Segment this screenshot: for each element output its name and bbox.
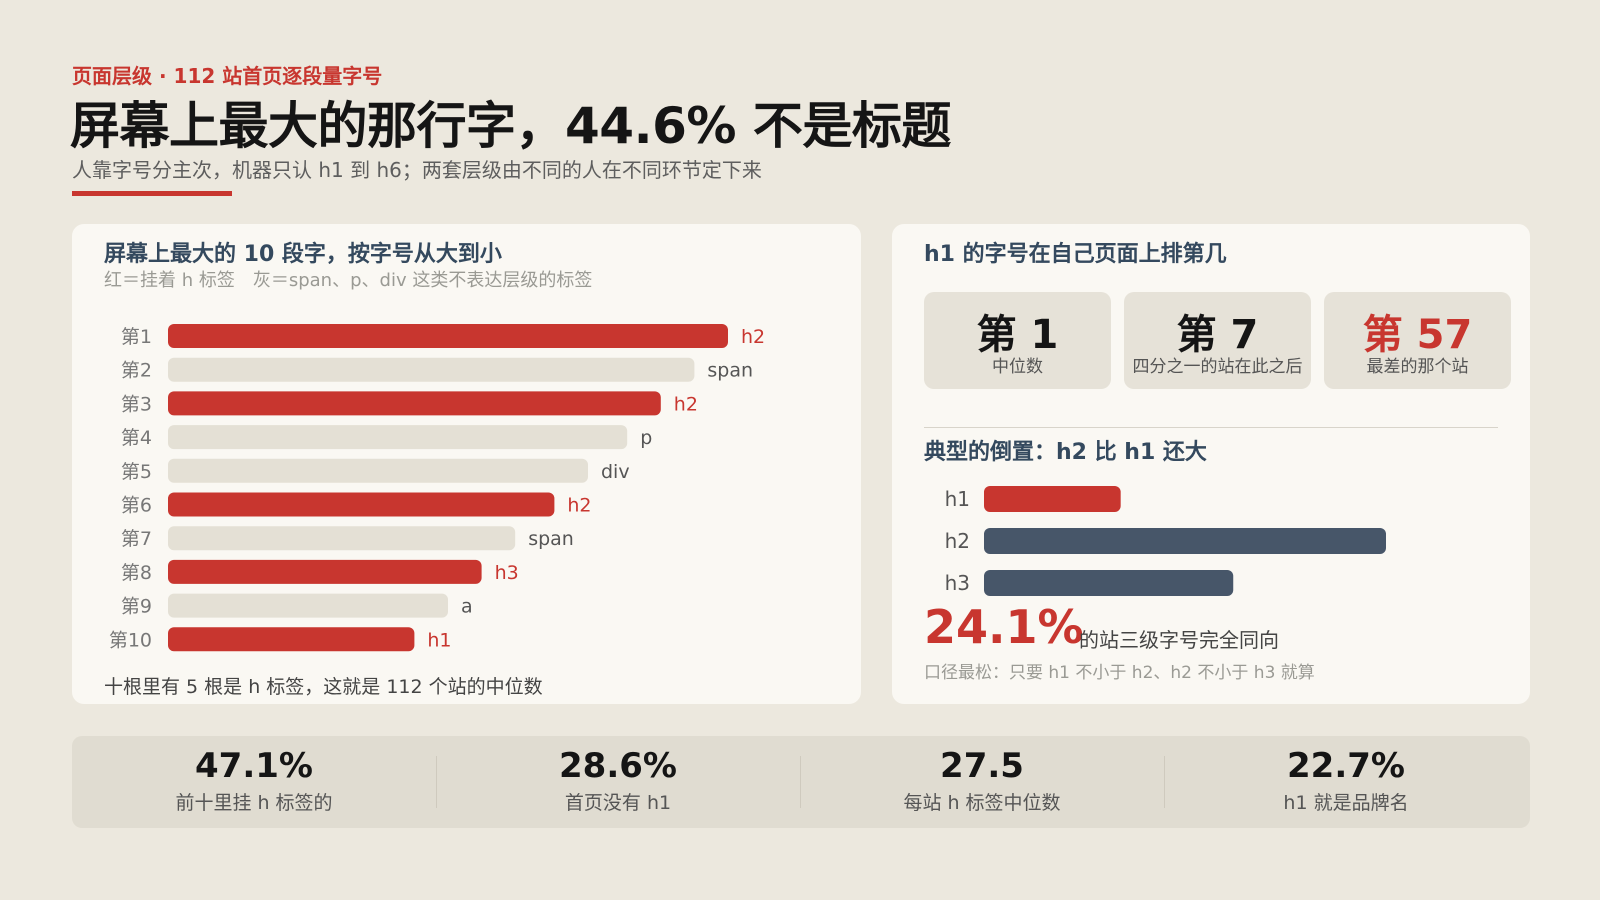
- rank-box-quartile: 第 7 四分之一的站在此之后: [1124, 292, 1311, 389]
- heading-size-bar: [984, 570, 1234, 596]
- heading-bar: [168, 391, 661, 416]
- aligned-sites-label: 的站三级字号完全同向: [1079, 628, 1279, 652]
- h1-rank-title: h1 的字号在自己页面上排第几: [924, 242, 1227, 267]
- heading-level-label: h1: [945, 487, 970, 511]
- rank-box-worst: 第 57 最差的那个站: [1324, 292, 1511, 389]
- rank-box-value: 第 7: [1176, 312, 1259, 358]
- page-subtitle: 人靠字号分主次，机器只认 h1 到 h6；两套层级由不同的人在不同环节定下来: [72, 158, 762, 182]
- non-heading-bar: [168, 593, 448, 618]
- rank-box-label: 四分之一的站在此之后: [1132, 357, 1303, 377]
- stat-value: 22.7%: [1287, 746, 1405, 786]
- non-heading-bar: [168, 425, 628, 450]
- kicker: 页面层级 · 112 站首页逐段量字号: [72, 64, 383, 88]
- non-heading-bar: [168, 526, 516, 551]
- bar-tag-label: h2: [674, 393, 698, 415]
- heading-inversion-chart: h1 h2 h3: [945, 486, 1386, 596]
- stat-item: 47.1% 前十里挂 h 标签的: [72, 736, 436, 828]
- bar-tag-label: h1: [427, 629, 451, 651]
- bar-tag-label: p: [640, 427, 652, 449]
- page-title: 屏幕上最大的那行字，44.6% 不是标题: [70, 97, 951, 155]
- rank-axis-label: 第6: [121, 495, 152, 517]
- bar-tag-label: span: [528, 528, 574, 550]
- heading-bar: [168, 559, 482, 584]
- rank-chart-legend-note: 红＝挂着 h 标签 灰＝span、p、div 这类不表达层级的标签: [104, 270, 593, 291]
- rank-box-label: 最差的那个站: [1366, 357, 1469, 377]
- section-divider: [924, 427, 1498, 428]
- non-heading-bar: [168, 458, 588, 483]
- rank-box-label: 中位数: [992, 357, 1043, 377]
- rank-axis-label: 第1: [121, 326, 152, 348]
- stat-label: h1 就是品牌名: [1283, 792, 1409, 814]
- bar-tag-label: h3: [495, 562, 519, 584]
- stat-separator: [436, 756, 437, 808]
- heading-bar: [168, 324, 728, 348]
- rank-chart-footnote: 十根里有 5 根是 h 标签，这就是 112 个站的中位数: [104, 676, 543, 698]
- rank-axis-label: 第8: [121, 562, 152, 584]
- rank-chart-title: 屏幕上最大的 10 段字，按字号从大到小: [104, 242, 502, 267]
- rank-box-value: 第 57: [1362, 312, 1473, 358]
- bar-tag-label: h2: [567, 495, 591, 517]
- bar-tag-label: h2: [741, 326, 765, 348]
- rank-axis-label: 第2: [121, 360, 152, 382]
- rank-axis-label: 第3: [121, 393, 152, 415]
- stat-value: 28.6%: [559, 746, 677, 786]
- heading-level-label: h3: [945, 571, 970, 595]
- stat-item: 28.6% 首页没有 h1: [436, 736, 800, 828]
- stat-label: 首页没有 h1: [564, 792, 672, 814]
- rank-axis-label: 第10: [109, 629, 152, 651]
- rank-axis-label: 第5: [121, 461, 152, 483]
- heading-level-label: h2: [945, 529, 970, 553]
- aligned-sites-footnote: 口径最松：只要 h1 不小于 h2、h2 不小于 h3 就算: [924, 663, 1315, 683]
- heading-bar: [168, 627, 415, 652]
- top10-text-size-chart: 第1 h2 第2 span 第3 h2 第4 p 第5 div 第6 h2 第7 span 第8 h3 第9 a 第…: [109, 324, 765, 652]
- bar-tag-label: span: [707, 360, 753, 382]
- aligned-sites-percent: 24.1%: [924, 600, 1084, 654]
- non-heading-bar: [168, 357, 695, 382]
- inversion-title: 典型的倒置：h2 比 h1 还大: [924, 440, 1207, 465]
- heading-size-bar: [984, 528, 1386, 554]
- stat-value: 27.5: [940, 746, 1024, 786]
- stat-value: 47.1%: [195, 746, 313, 786]
- rank-axis-label: 第4: [121, 427, 152, 449]
- stat-separator: [1164, 756, 1165, 808]
- heading-size-bar: [984, 486, 1121, 512]
- rank-axis-label: 第9: [121, 596, 152, 618]
- stat-item: 22.7% h1 就是品牌名: [1164, 736, 1528, 828]
- stat-label: 每站 h 标签中位数: [903, 792, 1061, 814]
- bar-tag-label: a: [461, 596, 473, 618]
- stats-strip: 47.1% 前十里挂 h 标签的 28.6% 首页没有 h1 27.5 每站 h…: [72, 736, 1530, 828]
- bar-tag-label: div: [601, 461, 630, 483]
- title-accent-rule: [72, 191, 232, 196]
- stat-item: 27.5 每站 h 标签中位数: [800, 736, 1164, 828]
- heading-bar: [168, 492, 555, 517]
- rank-chart-card: 屏幕上最大的 10 段字，按字号从大到小 红＝挂着 h 标签 灰＝span、p、…: [72, 224, 861, 704]
- rank-box-value: 第 1: [976, 312, 1059, 358]
- stat-separator: [800, 756, 801, 808]
- rank-axis-label: 第7: [121, 528, 152, 550]
- h1-rank-card: h1 的字号在自己页面上排第几 第 1 中位数 第 7 四分之一的站在此之后 第…: [892, 224, 1530, 704]
- stat-label: 前十里挂 h 标签的: [175, 792, 333, 814]
- rank-box-median: 第 1 中位数: [924, 292, 1111, 389]
